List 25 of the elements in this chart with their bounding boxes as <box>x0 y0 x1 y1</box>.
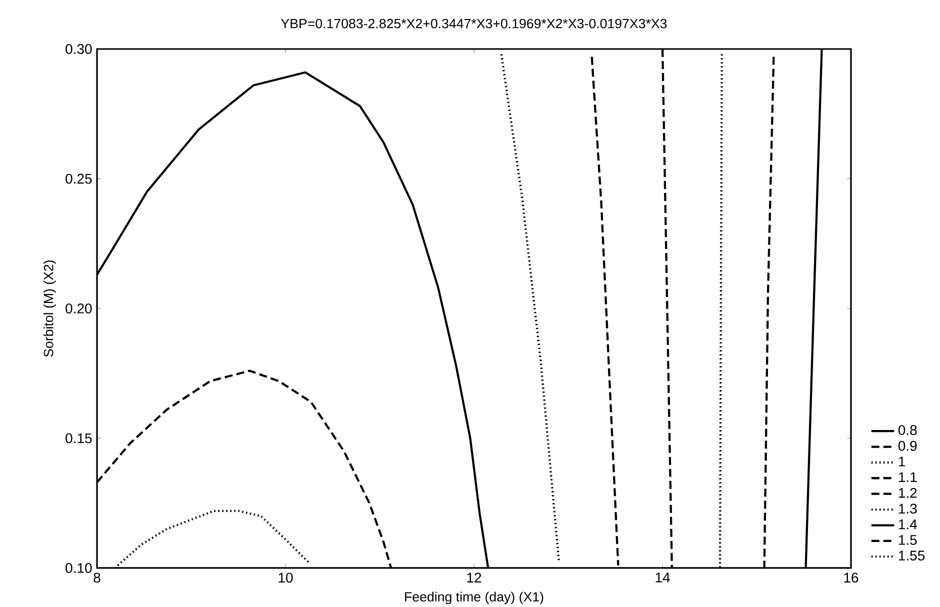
x-tick-label: 10 <box>278 572 293 583</box>
y-tick-label: 0.30 <box>66 44 92 54</box>
legend-label: 1.3 <box>898 504 917 514</box>
line-series <box>500 53 560 562</box>
y-tick-label: 0.15 <box>66 433 92 444</box>
legend-label: 1.55 <box>898 550 925 561</box>
legend-label: 1.4 <box>898 520 917 530</box>
legend-label: 0.9 <box>898 440 917 451</box>
y-tick-label: 0.10 <box>66 563 92 573</box>
y-axis-title: Sorbitol (M) (X2) <box>43 260 56 357</box>
line-series <box>590 56 620 566</box>
x-axis-title: Feeding time (day) (X1) <box>405 592 544 604</box>
x-tick-label: 16 <box>844 572 858 583</box>
y-tick-label: 0.25 <box>66 174 92 184</box>
x-tick-label: 14 <box>656 572 670 582</box>
x-tick-label: 8 <box>94 572 100 583</box>
legend-label: 1.2 <box>898 488 917 498</box>
x-tick-label: 12 <box>467 572 482 582</box>
legend-label: 1.5 <box>898 535 917 545</box>
legend-label: 1 <box>898 456 905 466</box>
line-series <box>116 510 310 566</box>
y-tick-label: 0.20 <box>66 304 92 314</box>
legend-label: 0.8 <box>898 425 917 436</box>
legend-label: 1.1 <box>898 472 917 482</box>
chart-title: YBP=0.17083-2.825*X2+0.3447*X3+0.1969*X2*X3-0.0197X3*X3 <box>280 18 667 28</box>
